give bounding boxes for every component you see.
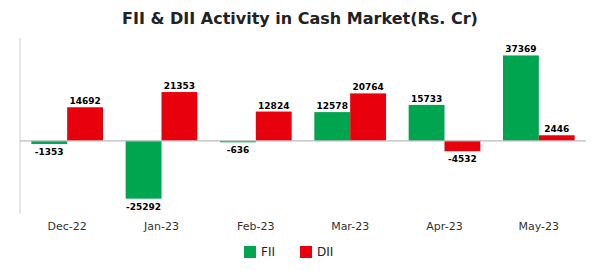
bar (409, 105, 445, 141)
legend: FII DII (244, 245, 333, 259)
x-tick-label: Feb-23 (237, 220, 274, 233)
data-label: 12578 (317, 101, 348, 111)
title: FII & DII Activity in Cash Market(Rs. Cr… (122, 9, 478, 28)
data-label: -1353 (35, 147, 64, 157)
bar (539, 135, 575, 141)
bar (126, 141, 162, 199)
x-tick-label: Dec-22 (48, 220, 87, 233)
data-label: -636 (227, 145, 250, 155)
zero-line (20, 140, 586, 141)
legend-label: FII (261, 245, 275, 259)
x-tick-label: Apr-23 (426, 220, 462, 233)
data-label: 2446 (544, 124, 569, 134)
bar (350, 93, 386, 140)
data-label: -25292 (126, 202, 161, 212)
legend-swatch (300, 246, 312, 258)
y-axis-line (20, 38, 21, 214)
x-tick-label: May-23 (519, 220, 560, 233)
data-label: 15733 (411, 94, 442, 104)
data-label: 14692 (69, 96, 100, 106)
legend-swatch (244, 246, 256, 258)
x-tick-label: Mar-23 (331, 220, 369, 233)
x-tick-label: Jan-23 (143, 220, 179, 233)
bar (162, 92, 198, 141)
chart: FII & DII Activity in Cash Market(Rs. Cr… (0, 0, 600, 270)
chart-container: FII & DII Activity in Cash Market(Rs. Cr… (0, 0, 600, 270)
legend-label: DII (317, 245, 333, 259)
bar (67, 107, 103, 141)
bar (503, 55, 539, 140)
data-label: 21353 (164, 81, 195, 91)
bar (445, 141, 481, 151)
data-label: 20764 (352, 82, 383, 92)
bar (314, 112, 350, 141)
data-label: 37369 (505, 44, 536, 54)
data-label: 12824 (258, 101, 289, 111)
bars (31, 55, 574, 198)
data-label: -4532 (448, 154, 477, 164)
bar (256, 112, 292, 141)
